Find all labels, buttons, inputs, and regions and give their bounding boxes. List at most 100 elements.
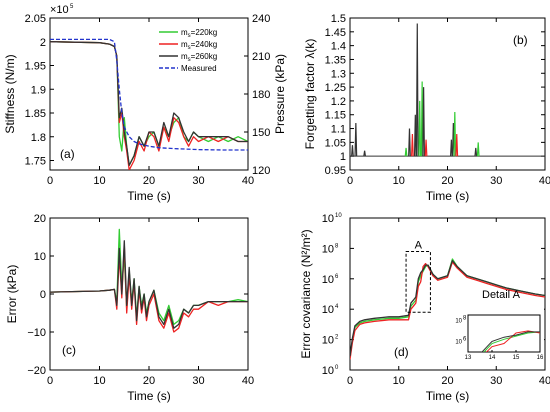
y-tick-label: 1.75 xyxy=(25,156,46,168)
x-tick-label: 10 xyxy=(393,175,405,187)
x-tick-label: 30 xyxy=(192,175,204,187)
y-tick-label: 1.35 xyxy=(325,54,346,66)
legend-box xyxy=(156,24,244,78)
inset-x-tick-label: 16 xyxy=(537,355,544,361)
x-tick-label: 30 xyxy=(490,375,502,387)
spike-mark xyxy=(408,128,411,157)
y-axis-title: Error (kPa) xyxy=(5,265,19,324)
x-tick-label: 40 xyxy=(242,175,254,187)
series-line-2 xyxy=(50,240,248,329)
legend-suffix: =220kg xyxy=(191,28,217,37)
inset-background xyxy=(458,303,544,364)
y-exponent-power: 5 xyxy=(70,4,74,10)
inset-y-tick-exp: 6 xyxy=(463,336,467,342)
panel-b-forgetting-factor-chart: 0.95 1 1.051.1 1.15 1.2 1.25 1.3 1.351.4 1.45 1.5… xyxy=(303,13,550,203)
legend-entry: Measured xyxy=(181,64,217,73)
detail-box xyxy=(405,250,431,313)
panel-label: (b) xyxy=(513,33,528,47)
series-group xyxy=(350,258,545,360)
y-tick-base: 10 xyxy=(322,365,334,377)
x-tick-label: 20 xyxy=(441,375,453,387)
y-tick-label: 0 xyxy=(40,289,46,301)
y-tick-base: 10 xyxy=(322,243,334,255)
y-tick-label: 1.15 xyxy=(325,110,346,122)
inset-y-tick-exp: 8 xyxy=(463,315,467,321)
legend-label: Measured xyxy=(181,64,217,73)
series-line-3 xyxy=(50,38,248,151)
panel-label: (c) xyxy=(62,343,76,357)
y-tick-label: 2 xyxy=(40,37,46,49)
legend-subscript: s xyxy=(188,33,191,39)
y2-axis-title: Pressure (kPa) xyxy=(273,54,287,134)
series-line-0 xyxy=(50,228,248,326)
spike-mark xyxy=(476,142,480,157)
y2-tick-label: 150 xyxy=(252,127,270,139)
legend-subscript: s xyxy=(188,45,191,51)
panel-c-error-chart: −20 −10 0 10 20 0 10 20 30 40 Time (s) Error (kPa) (… xyxy=(5,213,254,403)
y-tick-exponent: 10 xyxy=(335,213,342,219)
y-axis-title: Stiffness (N/m) xyxy=(3,54,17,133)
x-tick-label: 0 xyxy=(47,175,53,187)
spike-mark xyxy=(411,134,414,157)
y-axis-title: Forgetting factor λ(k) xyxy=(303,39,317,150)
x-tick-label: 30 xyxy=(192,375,204,387)
x-tick-label: 0 xyxy=(347,175,353,187)
spike-mark xyxy=(351,145,354,157)
legend-suffix: =260kg xyxy=(191,52,217,61)
y-tick-base: 10 xyxy=(322,213,334,225)
y-tick-label: −10 xyxy=(27,327,46,339)
y-axis-title: Error covariance (N²/m²) xyxy=(299,229,313,358)
x-axis-title: Time (s) xyxy=(426,189,470,203)
x-tick-label: 30 xyxy=(490,175,502,187)
inset-title: Detail A xyxy=(482,289,521,301)
spike-mark xyxy=(404,147,408,157)
spike-mark xyxy=(474,147,478,157)
y-tick-base: 10 xyxy=(322,304,334,316)
x-axis-title: Time (s) xyxy=(127,389,171,403)
y-tick-exponent: 0 xyxy=(335,365,339,371)
inset-series-line-2 xyxy=(481,331,540,352)
panel-a-stiffness-chart: 1.75 1.8 1.85 1.9 1.95 2 2.05 120 150 180 210 240 ×1… xyxy=(3,4,287,203)
spike-mark xyxy=(354,123,358,157)
y-tick-exponent: 4 xyxy=(335,304,339,310)
x-tick-label: 0 xyxy=(347,375,353,387)
detail-box-label: A xyxy=(415,239,423,251)
y-tick-label: 1.5 xyxy=(331,13,346,25)
panel-c-frame xyxy=(49,217,249,371)
series-group xyxy=(50,38,248,170)
y-tick-label: 1.4 xyxy=(331,41,346,53)
y-tick-label: 1.05 xyxy=(325,137,346,149)
spike-mark xyxy=(413,114,417,157)
x-tick-label: 20 xyxy=(143,175,155,187)
x-tick-label: 40 xyxy=(539,175,550,187)
y-tick-exponent: 8 xyxy=(335,243,339,249)
y-tick-base: 10 xyxy=(322,335,334,347)
y-tick-base: 10 xyxy=(322,274,334,286)
inset-y-tick-label: 10 xyxy=(455,339,462,345)
y-tick-label: 0.95 xyxy=(325,165,346,177)
panel-label: (a) xyxy=(60,147,75,161)
x-tick-label: 40 xyxy=(539,375,550,387)
inset-x-tick-label: 14 xyxy=(489,355,496,361)
inset-y-tick-label: 10 xyxy=(455,318,462,324)
spike-mark xyxy=(422,87,426,157)
y-exponent-label: ×10 xyxy=(50,4,69,16)
x-tick-label: 10 xyxy=(93,175,105,187)
y-tick-label: 10 xyxy=(322,304,334,316)
y-tick-label: 10 xyxy=(34,251,46,263)
inset-x-tick-label: 15 xyxy=(513,355,520,361)
y-tick-label: 10 xyxy=(322,335,334,347)
y-tick-label: 10 xyxy=(322,365,334,377)
y-tick-label: 10 xyxy=(322,274,334,286)
spike-mark xyxy=(453,111,457,157)
x-tick-label: 10 xyxy=(393,375,405,387)
legend-suffix: =240kg xyxy=(191,40,217,49)
series-line-1 xyxy=(50,243,248,333)
y-tick-label: 1.85 xyxy=(25,108,46,120)
y-tick-label: 1.9 xyxy=(31,84,46,96)
y2-tick-label: 180 xyxy=(252,89,270,101)
x-tick-label: 0 xyxy=(47,375,53,387)
y-tick-exponent: 6 xyxy=(335,274,339,280)
